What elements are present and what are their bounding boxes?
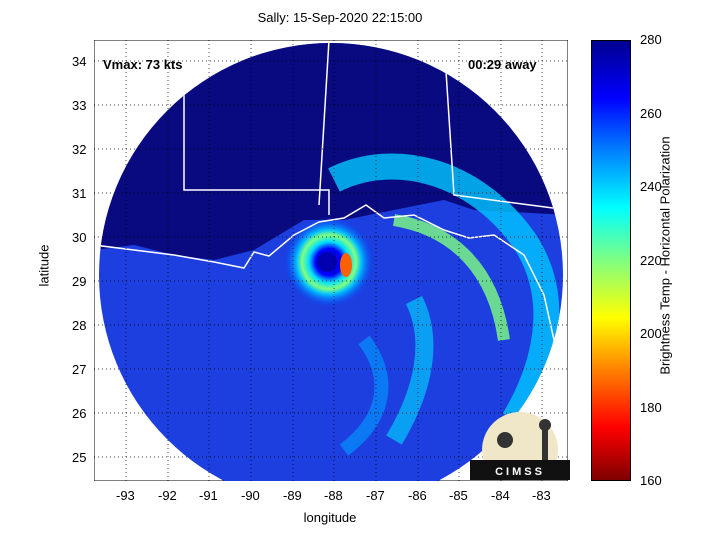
colorbar-label: Brightness Temp - Horizontal Polarizatio…: [657, 136, 673, 375]
x-tick: -91: [199, 488, 218, 503]
vmax-label: Vmax: 73 kts: [103, 57, 183, 72]
x-tick: -84: [491, 488, 510, 503]
x-tick: -89: [283, 488, 302, 503]
colorbar-tick: 240: [640, 179, 662, 194]
y-tick: 33: [72, 98, 87, 113]
y-tick: 30: [72, 230, 87, 245]
x-tick: -93: [116, 488, 135, 503]
x-tick: -85: [449, 488, 468, 503]
y-tick: 31: [72, 186, 87, 201]
x-axis-label: longitude: [303, 510, 357, 525]
colorbar-tick: 180: [640, 400, 662, 415]
x-tick: -83: [532, 488, 551, 503]
cimss-logo: CIMSS: [470, 412, 570, 480]
colorbar-tick: 160: [640, 473, 662, 488]
y-tick: 27: [72, 362, 87, 377]
logo-text: CIMSS: [495, 466, 545, 478]
x-tick: -86: [408, 488, 427, 503]
plot-title: Sally: 15-Sep-2020 22:15:00: [257, 10, 423, 25]
y-tick: 26: [72, 406, 87, 421]
y-tick: 34: [72, 54, 87, 69]
y-tick: 29: [72, 274, 87, 289]
y-tick: 28: [72, 318, 87, 333]
y-tick: 32: [72, 142, 87, 157]
colorbar: [591, 40, 631, 481]
colorbar-tick: 260: [640, 106, 662, 121]
x-tick: -87: [366, 488, 385, 503]
x-tick: -88: [324, 488, 343, 503]
y-axis-label: latitude: [36, 244, 52, 287]
x-tick: -92: [158, 488, 177, 503]
time-away-label: 00:29 away: [468, 57, 537, 72]
satellite-map: [94, 40, 568, 481]
colorbar-tick: 280: [640, 32, 662, 47]
colorbar-tick: 200: [640, 326, 662, 341]
y-tick: 25: [72, 450, 87, 465]
colorbar-tick: 220: [640, 253, 662, 268]
x-tick: -90: [241, 488, 260, 503]
